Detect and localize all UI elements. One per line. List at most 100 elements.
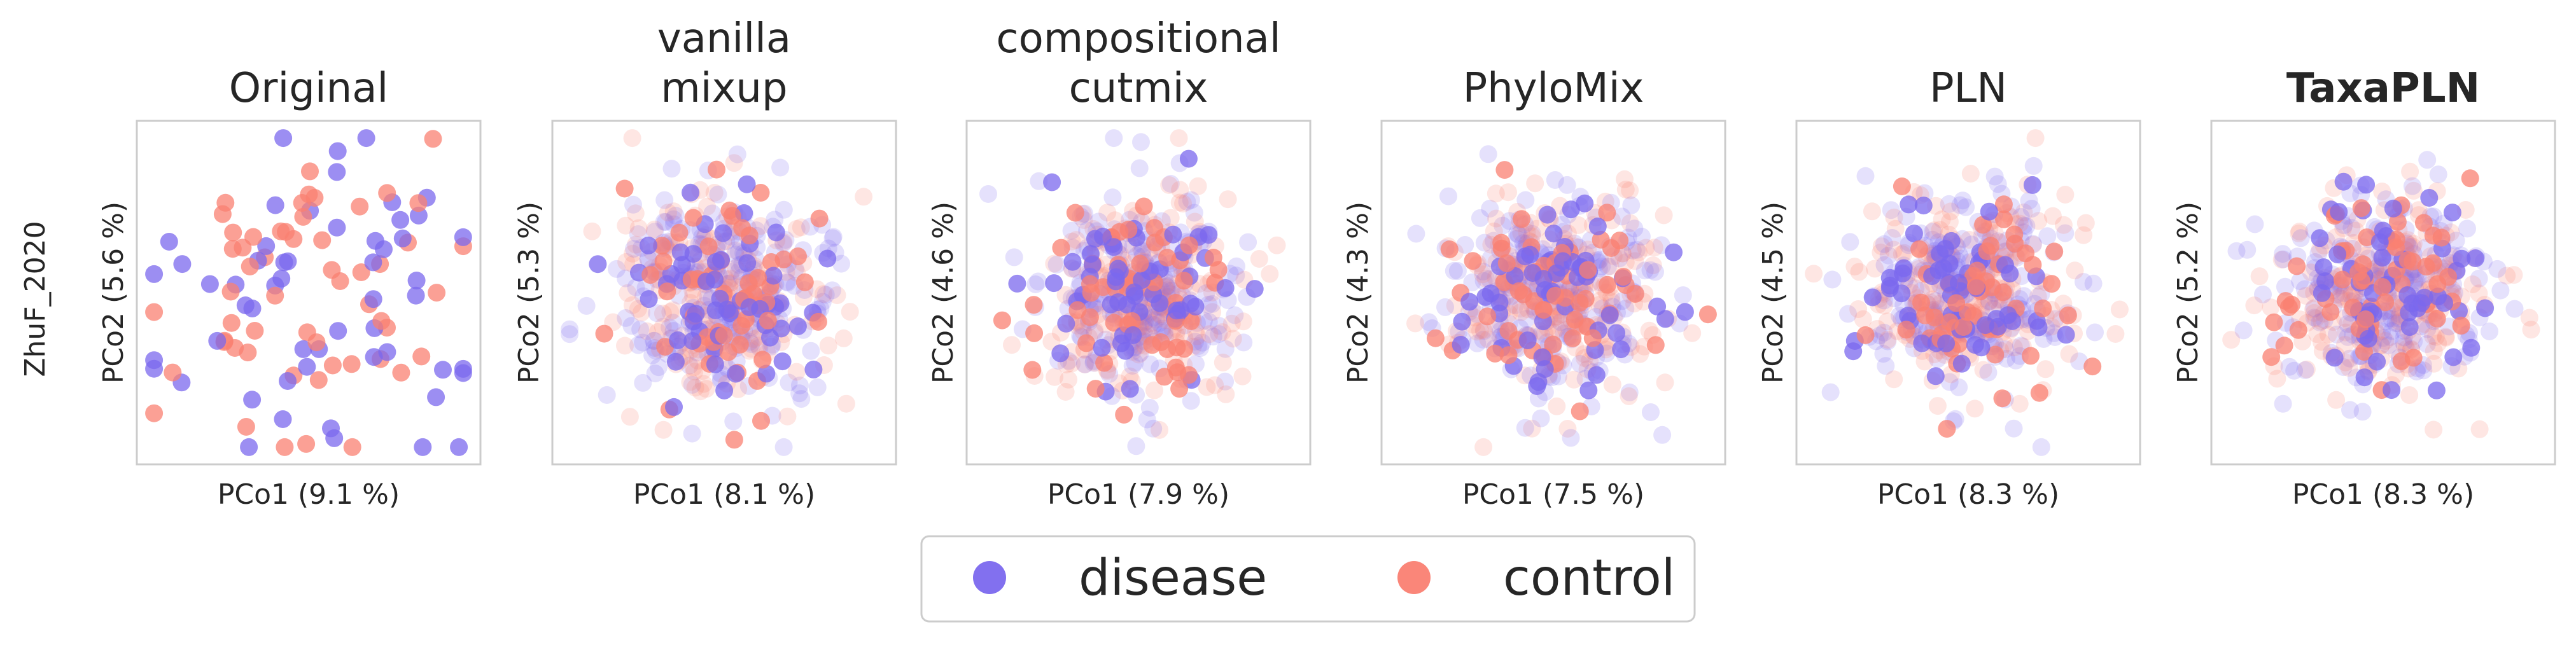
control-point xyxy=(641,266,660,284)
control-point xyxy=(2425,354,2443,373)
disease-point xyxy=(1474,331,1492,349)
control-point xyxy=(1640,321,1658,340)
control-point xyxy=(1523,419,1541,438)
disease-point xyxy=(1558,176,1576,194)
control-point xyxy=(1268,236,1286,254)
disease-point xyxy=(1642,403,1660,421)
control-point xyxy=(684,358,703,377)
scatter-points xyxy=(1805,129,2129,456)
control-point xyxy=(1897,321,1915,339)
control-point xyxy=(2333,270,2351,289)
control-point xyxy=(1180,366,1198,384)
disease-point xyxy=(2400,318,2419,336)
disease-point xyxy=(1123,357,1142,375)
disease-point xyxy=(683,376,701,394)
control-point xyxy=(1200,325,1219,343)
disease-point xyxy=(640,290,658,309)
disease-point xyxy=(774,438,793,456)
control-point xyxy=(1119,220,1138,239)
disease-point xyxy=(2341,401,2359,419)
disease-point xyxy=(778,273,796,291)
disease-point xyxy=(1082,245,1100,263)
control-point xyxy=(2432,228,2451,247)
disease-point xyxy=(1518,331,1537,350)
disease-point xyxy=(627,278,645,296)
control-point xyxy=(2034,299,2052,317)
disease-point xyxy=(1553,252,1572,270)
disease-point xyxy=(266,196,284,214)
disease-point xyxy=(1043,173,1061,191)
disease-point xyxy=(1883,229,1901,247)
disease-point xyxy=(1523,225,1541,243)
disease-point xyxy=(1189,337,1207,356)
disease-point xyxy=(1562,429,1580,447)
panels: Original PCo1 (9.1 %) PCo2 (5.6 %) vanillam… xyxy=(97,15,2556,511)
control-point xyxy=(2245,296,2264,315)
disease-point xyxy=(639,249,657,268)
control-point xyxy=(725,431,743,449)
disease-point xyxy=(2295,280,2314,298)
disease-point xyxy=(1538,205,1557,224)
disease-point xyxy=(1839,305,1857,323)
disease-point xyxy=(1924,223,1942,241)
control-point xyxy=(2334,219,2353,237)
disease-point xyxy=(1182,191,1200,209)
control-point xyxy=(819,336,837,355)
control-point xyxy=(654,317,672,336)
disease-point xyxy=(364,290,382,309)
disease-point xyxy=(1452,336,1470,354)
control-point xyxy=(654,253,673,271)
disease-point xyxy=(391,211,410,229)
control-point xyxy=(2279,298,2298,316)
control-point xyxy=(1224,329,1242,348)
disease-point xyxy=(1480,270,1499,288)
control-point xyxy=(2461,169,2479,188)
disease-point xyxy=(1926,292,1945,310)
control-point xyxy=(1637,239,1655,257)
control-point xyxy=(241,258,259,275)
control-point xyxy=(1591,291,1609,310)
control-point xyxy=(2404,237,2422,256)
control-point xyxy=(2404,349,2423,367)
disease-point xyxy=(2491,281,2510,300)
control-point xyxy=(2505,266,2523,284)
disease-point xyxy=(1152,307,1170,325)
disease-point xyxy=(1045,274,1063,293)
control-point xyxy=(722,269,740,288)
control-point xyxy=(294,207,312,226)
disease-point xyxy=(2409,299,2427,317)
control-point xyxy=(1942,202,1960,221)
disease-point xyxy=(598,386,616,404)
disease-point xyxy=(414,438,432,456)
control-point xyxy=(1509,282,1528,300)
disease-point xyxy=(322,419,340,438)
control-point xyxy=(2429,334,2447,352)
disease-point xyxy=(646,364,664,383)
control-point xyxy=(2327,391,2346,409)
control-point xyxy=(2388,212,2407,231)
legend-label-control: control xyxy=(1503,550,1675,607)
disease-point xyxy=(274,129,293,148)
disease-point xyxy=(357,129,375,148)
disease-point xyxy=(1900,195,1918,214)
disease-point xyxy=(1613,207,1631,226)
y-axis-label: PCo2 (5.6 %) xyxy=(97,202,130,384)
control-point xyxy=(2404,181,2423,200)
control-point xyxy=(2319,326,2337,343)
control-point xyxy=(2470,284,2488,303)
disease-point xyxy=(2443,204,2461,222)
disease-point xyxy=(1076,355,1094,373)
disease-point xyxy=(2381,328,2399,346)
control-point xyxy=(1155,368,1173,386)
control-point xyxy=(1487,209,1506,228)
disease-point xyxy=(434,361,452,379)
control-point xyxy=(1863,202,1881,221)
control-point xyxy=(1145,381,1163,399)
disease-point xyxy=(1882,201,1900,219)
disease-point xyxy=(773,352,792,371)
disease-point xyxy=(1881,277,1899,295)
disease-point xyxy=(662,160,681,178)
control-point xyxy=(313,231,332,249)
control-point xyxy=(1512,224,1530,242)
control-point xyxy=(1086,380,1105,398)
